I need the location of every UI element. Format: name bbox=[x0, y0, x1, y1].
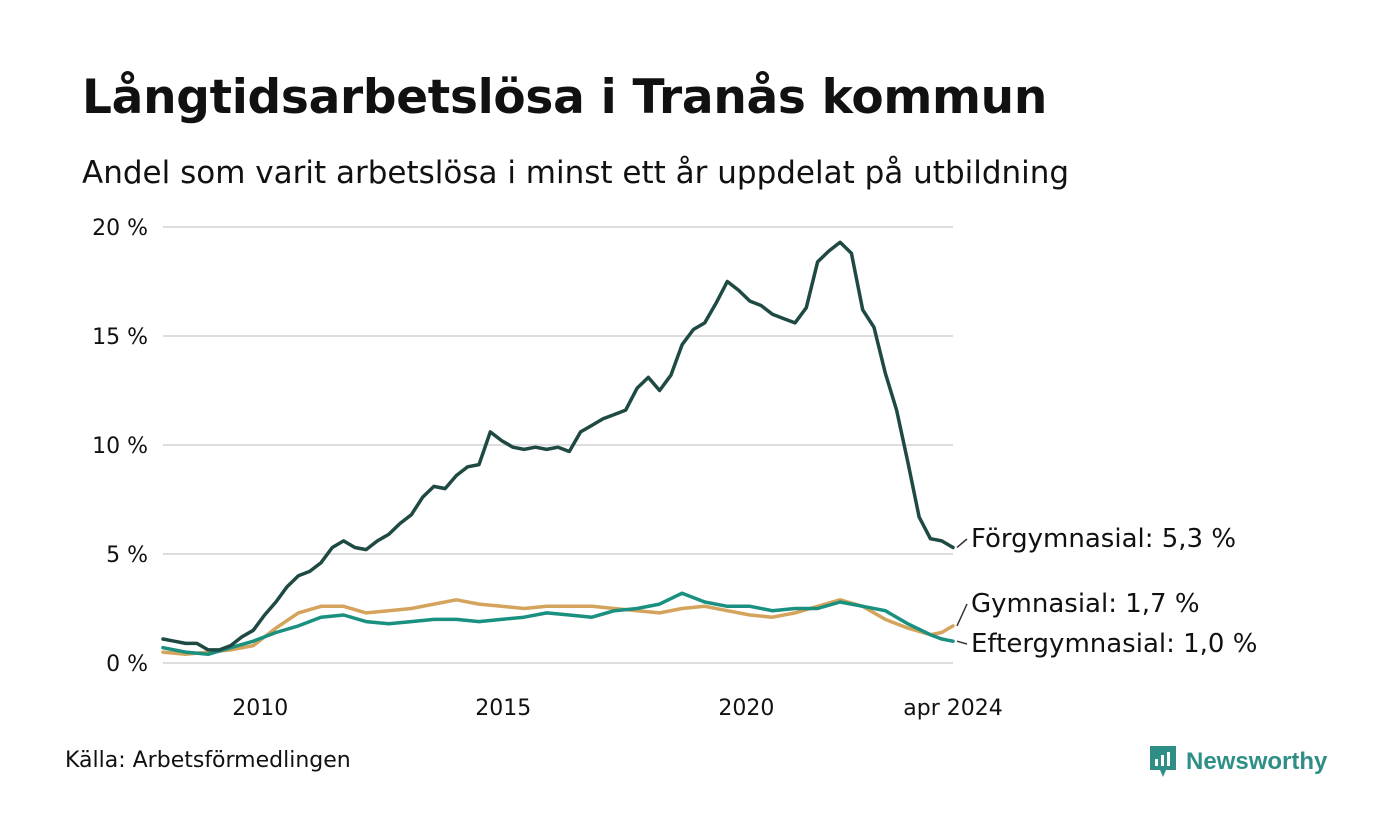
x-tick-label: 2015 bbox=[475, 696, 531, 721]
series-end-label: Eftergymnasial: 1,0 % bbox=[971, 629, 1257, 659]
y-tick-label: 10 % bbox=[92, 434, 148, 459]
series-end-label: Gymnasial: 1,7 % bbox=[971, 589, 1200, 619]
y-tick-label: 0 % bbox=[106, 652, 148, 677]
newsworthy-logo-icon bbox=[1150, 746, 1176, 777]
series-line-förgymnasial bbox=[161, 240, 955, 652]
chart-subtitle: Andel som varit arbetslösa i minst ett å… bbox=[82, 155, 1070, 191]
leader-line bbox=[956, 603, 968, 627]
y-tick-label: 15 % bbox=[92, 325, 148, 350]
series-line-eftergymnasial bbox=[161, 591, 955, 657]
leader-line bbox=[956, 538, 968, 549]
x-tick-label: apr 2024 bbox=[903, 696, 1002, 721]
x-tick-label: 2020 bbox=[718, 696, 774, 721]
y-tick-label: 20 % bbox=[92, 216, 148, 241]
series-line-gymnasial bbox=[161, 598, 955, 657]
brand-logo[interactable]: Newsworthy bbox=[1148, 744, 1327, 780]
leader-line bbox=[956, 640, 968, 645]
series-end-label: Förgymnasial: 5,3 % bbox=[971, 524, 1236, 554]
x-tick-label: 2010 bbox=[232, 696, 288, 721]
y-tick-label: 5 % bbox=[106, 543, 148, 568]
source-note: Källa: Arbetsförmedlingen bbox=[65, 748, 351, 773]
chart-title: Långtidsarbetslösa i Tranås kommun bbox=[82, 70, 1048, 125]
brand-name: Newsworthy bbox=[1186, 748, 1328, 775]
